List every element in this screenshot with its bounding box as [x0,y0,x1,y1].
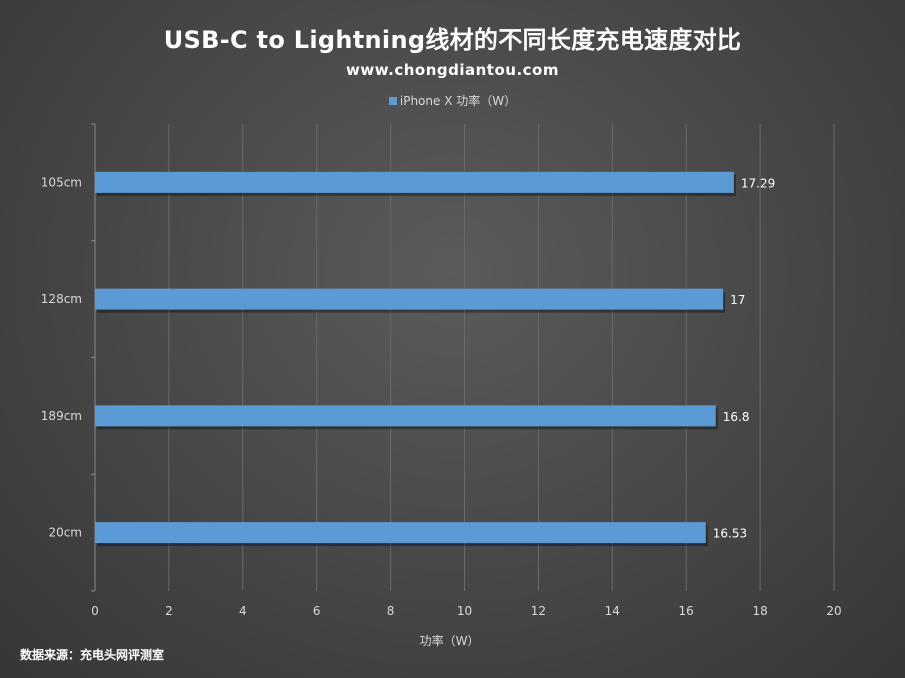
chart-subtitle: www.chongdiantou.com [346,61,559,79]
x-tick-label: 14 [605,604,620,618]
x-tick-label: 16 [679,604,694,618]
data-label: 16.8 [723,410,750,424]
bar [95,171,734,193]
x-tick-label: 20 [826,604,841,618]
category-label: 128cm [41,292,82,306]
x-tick-label: 10 [457,604,472,618]
x-tick-label: 8 [387,604,395,618]
category-label: 20cm [48,526,82,540]
category-label: 189cm [41,409,82,423]
legend-swatch [388,97,397,105]
data-label: 16.53 [713,527,747,541]
chart-title: USB-C to Lightning线材的不同长度充电速度对比 [163,26,742,54]
bar [95,405,716,427]
bar [95,522,706,544]
data-label: 17.29 [741,176,775,190]
bar [95,288,724,310]
legend[interactable]: iPhone X 功率（W） [0,92,905,109]
data-label: 17 [730,293,745,307]
x-tick-label: 2 [165,604,173,618]
x-tick-label: 0 [91,604,99,618]
x-tick-label: 12 [531,604,546,618]
x-tick-label: 18 [752,604,767,618]
x-tick-label: 6 [313,604,321,618]
legend-label: iPhone X 功率（W） [399,94,517,108]
source-note: 数据来源：充电头网评测室 [20,648,165,662]
x-tick-label: 4 [239,604,247,618]
category-label: 105cm [41,175,82,189]
x-axis-title: 功率（W） [420,633,480,648]
